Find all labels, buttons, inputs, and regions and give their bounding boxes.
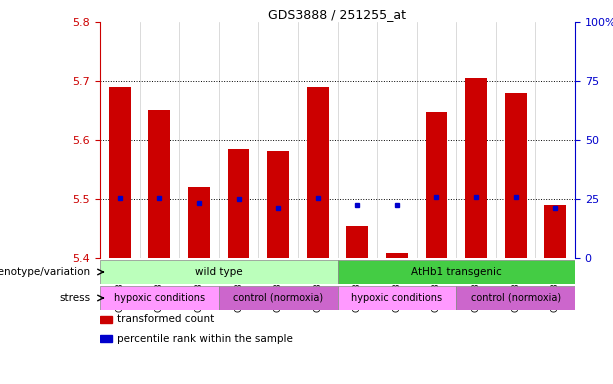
- Bar: [227, 149, 249, 258]
- Bar: [346, 225, 368, 258]
- Bar: [456, 286, 575, 310]
- Bar: [338, 260, 575, 284]
- Text: transformed count: transformed count: [116, 314, 214, 324]
- Bar: [219, 286, 338, 310]
- Bar: [307, 87, 329, 258]
- Bar: [338, 286, 456, 310]
- Bar: [544, 205, 566, 258]
- Bar: [148, 111, 170, 258]
- Text: stress: stress: [59, 293, 91, 303]
- Bar: [425, 112, 447, 258]
- Bar: [188, 187, 210, 258]
- Bar: [100, 316, 112, 323]
- Text: hypoxic conditions: hypoxic conditions: [114, 293, 205, 303]
- Bar: [386, 253, 408, 258]
- Bar: [109, 87, 131, 258]
- Bar: [465, 78, 487, 258]
- Bar: [100, 260, 338, 284]
- Text: AtHb1 transgenic: AtHb1 transgenic: [411, 267, 501, 277]
- Bar: [267, 151, 289, 258]
- Text: hypoxic conditions: hypoxic conditions: [351, 293, 443, 303]
- Text: wild type: wild type: [195, 267, 243, 277]
- Text: control (normoxia): control (normoxia): [471, 293, 561, 303]
- Text: genotype/variation: genotype/variation: [0, 267, 91, 277]
- Bar: [504, 93, 527, 258]
- Text: control (normoxia): control (normoxia): [233, 293, 323, 303]
- Bar: [100, 286, 219, 310]
- Text: percentile rank within the sample: percentile rank within the sample: [116, 333, 292, 344]
- Title: GDS3888 / 251255_at: GDS3888 / 251255_at: [268, 8, 406, 21]
- Bar: [100, 335, 112, 342]
